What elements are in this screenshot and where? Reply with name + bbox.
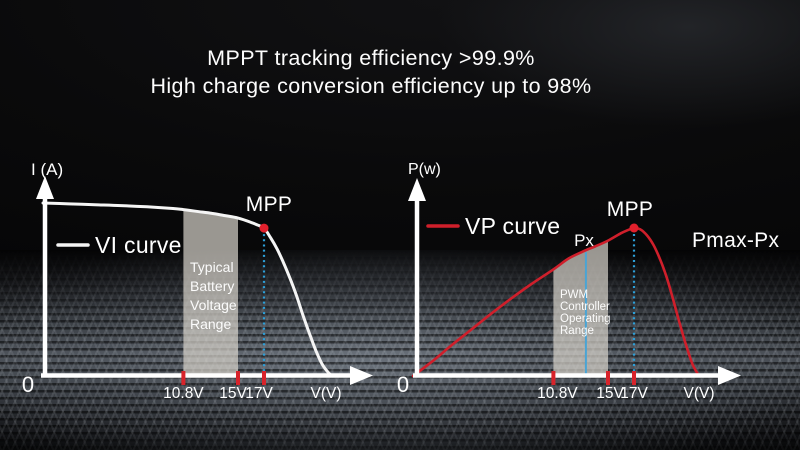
x-tick-mark — [236, 371, 240, 385]
vi-mpp-label: MPP — [246, 193, 292, 216]
vi-y-axis-label: I (A) — [31, 160, 63, 179]
band-caption-line: Operating — [560, 313, 611, 325]
slide-title: MPPT tracking efficiency >99.9% High cha… — [0, 44, 742, 100]
pwm-operating-range-band — [553, 240, 608, 376]
vp-y-axis-arrow-icon — [408, 178, 426, 201]
x-tick-label: 17V — [620, 385, 648, 402]
band-caption-line: Range — [190, 316, 231, 332]
band-caption-line: PWM — [560, 289, 588, 301]
x-tick-label: 15V — [219, 385, 247, 402]
x-tick-label: 17V — [245, 385, 273, 402]
x-tick-mark — [262, 371, 266, 385]
x-tick-label: 10.8V — [537, 385, 578, 402]
x-tick-mark — [551, 371, 556, 385]
band-caption-line: Range — [560, 325, 594, 337]
band-caption-line: Typical — [190, 259, 234, 275]
vp-pmax-label: Pmax-Px — [692, 229, 779, 252]
title-line-2: High charge conversion efficiency up to … — [150, 74, 592, 98]
x-tick-label: 10.8V — [163, 385, 204, 402]
vp-mpp-label: MPP — [607, 198, 653, 221]
x-tick-mark — [606, 371, 610, 385]
vi-band-caption: Typical Battery Voltage Range — [190, 259, 237, 332]
vi-y-axis-arrow-icon — [36, 176, 54, 199]
band-caption-line: Voltage — [190, 297, 237, 313]
x-tick-mark — [632, 371, 636, 385]
vi-origin-label: 0 — [22, 372, 34, 397]
vp-y-axis-label: P(w) — [408, 161, 441, 178]
vp-px-label: Px — [574, 231, 594, 250]
band-caption-line: Controller — [560, 301, 610, 313]
battery-voltage-range-band — [183, 209, 238, 376]
x-tick-mark — [181, 371, 186, 385]
band-caption-line: Battery — [190, 278, 234, 294]
vi-mpp-marker — [259, 223, 269, 233]
x-tick-label: 15V — [596, 385, 624, 402]
vp-curve-path — [411, 226, 701, 378]
water-texture-background — [0, 250, 800, 450]
vi-x-axis-label: V(V) — [311, 385, 342, 402]
title-line-1: MPPT tracking efficiency >99.9% — [207, 46, 535, 70]
vi-legend-label: VI curve — [95, 232, 182, 258]
vp-mpp-marker — [629, 223, 639, 233]
vi-x-axis-arrow-icon — [350, 366, 373, 385]
vp-origin-label: 0 — [397, 372, 409, 397]
vp-band-caption: PWM Controller Operating Range — [560, 289, 611, 337]
vp-legend-label: VP curve — [465, 213, 560, 239]
vp-x-axis-arrow-icon — [718, 366, 741, 385]
vp-x-axis-label: V(V) — [684, 385, 715, 402]
vi-curve-path — [41, 201, 335, 378]
